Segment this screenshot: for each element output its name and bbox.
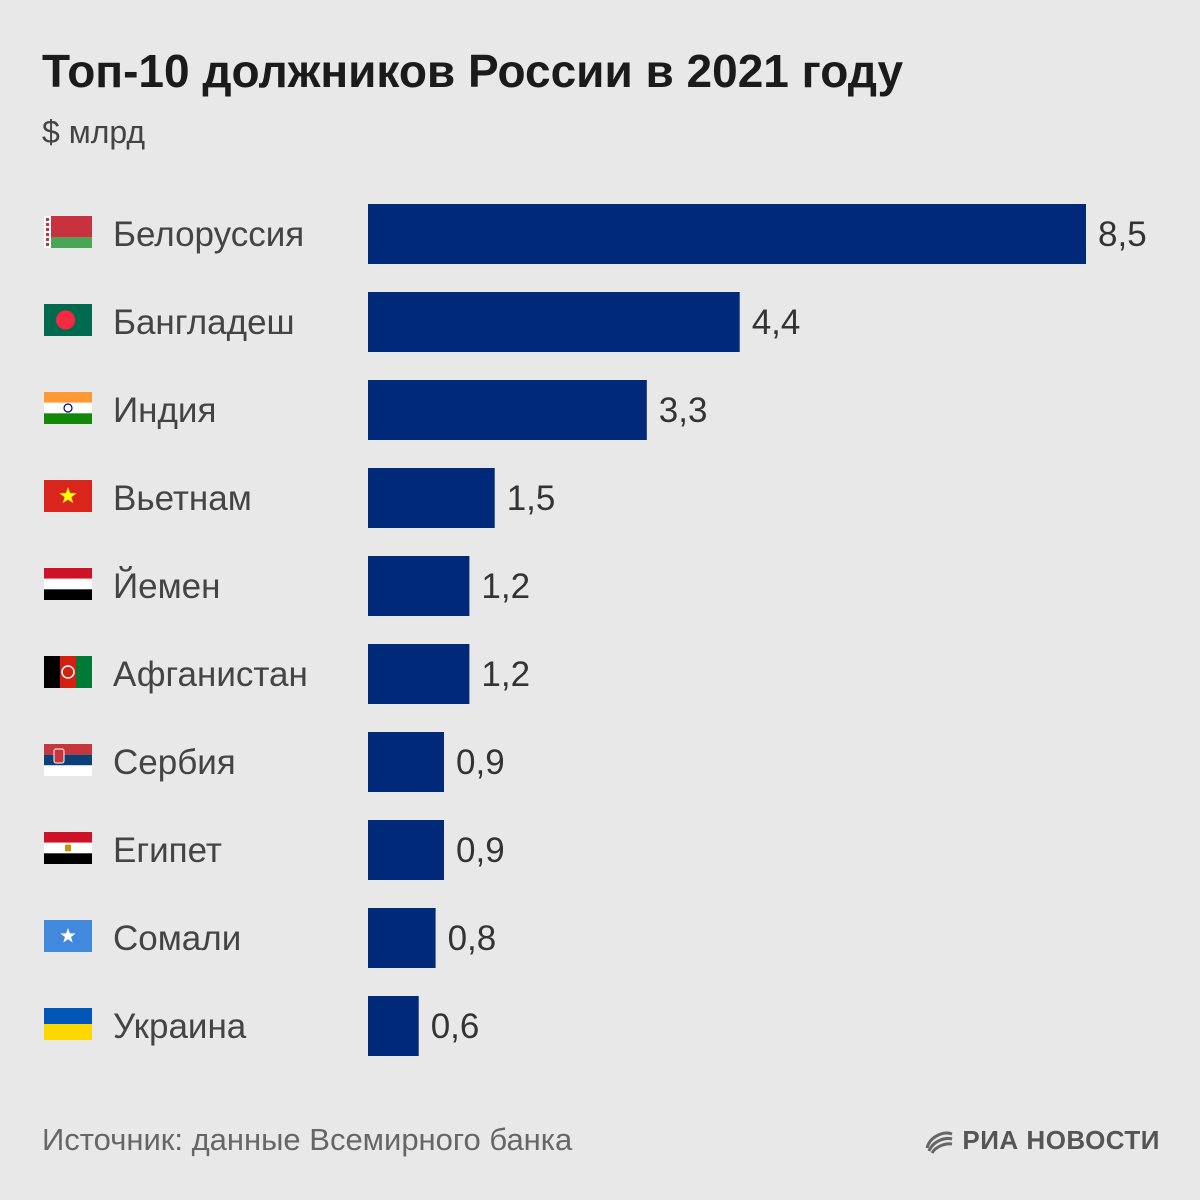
value-label: 1,2 [481,655,530,694]
category-label: Вьетнам [113,479,252,518]
bar [368,380,647,440]
serbia-flag-icon [44,744,92,776]
egypt-flag-icon [44,832,92,864]
bar [368,732,444,792]
value-label: 0,6 [431,1007,480,1046]
value-label: 8,5 [1098,215,1147,254]
bar [368,820,444,880]
ria-logo-icon [925,1131,953,1154]
chart-title: Топ-10 должников России в 2021 году [42,45,904,97]
category-label: Афганистан [113,655,308,694]
source-note: Источник: данные Всемирного банка [42,1122,573,1157]
vietnam-flag-icon [44,480,92,512]
value-label: 0,9 [456,743,505,782]
somalia-flag-icon [44,920,92,952]
category-label: Египет [113,831,222,870]
category-label: Украина [113,1007,247,1046]
india-flag-icon [44,392,92,424]
category-label: Сомали [113,919,241,958]
bangladesh-flag-icon [44,304,92,336]
bar [368,292,740,352]
value-label: 1,2 [481,567,530,606]
value-label: 3,3 [659,391,708,430]
belarus-flag-icon [44,216,92,248]
category-label: Белоруссия [113,215,304,254]
bar [368,556,470,616]
ria-logo-text: РИА НОВОСТИ [962,1125,1160,1155]
value-label: 0,9 [456,831,505,870]
category-label: Сербия [113,743,236,782]
bar [368,468,495,528]
yemen-flag-icon [44,568,92,600]
category-label: Индия [113,391,216,430]
ukraine-flag-icon [44,1008,92,1040]
category-label: Бангладеш [113,303,295,342]
category-label: Йемен [113,566,220,606]
value-label: 1,5 [507,479,556,518]
chart-subtitle: $ млрд [42,114,146,150]
afghanistan-flag-icon [44,656,92,688]
value-label: 0,8 [448,919,497,958]
bar [368,996,419,1056]
bar [368,908,436,968]
ria-logo: РИА НОВОСТИ [924,1125,1160,1156]
bar [368,644,470,704]
bar [368,204,1086,264]
value-label: 4,4 [752,303,801,342]
